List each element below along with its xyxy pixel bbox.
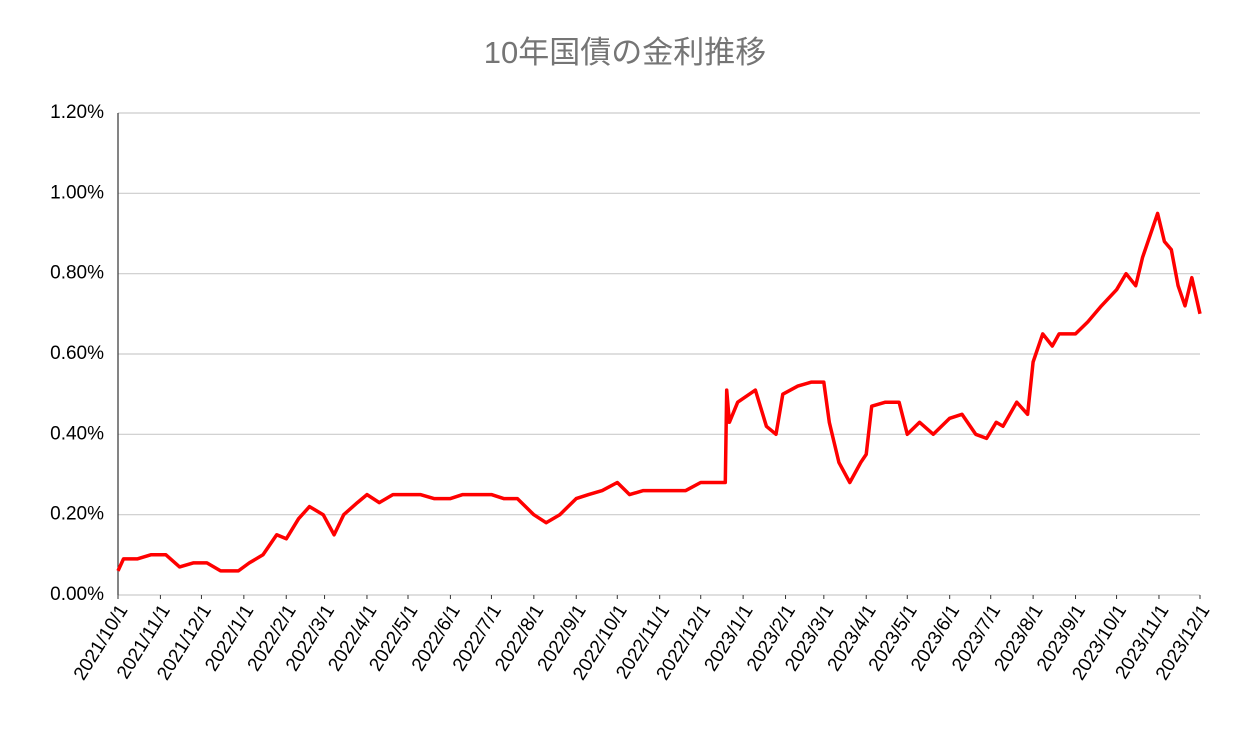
- y-tick-label: 0.00%: [50, 584, 104, 605]
- y-tick-label: 1.00%: [50, 182, 104, 203]
- line-series: [116, 211, 1202, 573]
- y-tick-label: 0.40%: [50, 423, 104, 444]
- y-tick-label: 0.80%: [50, 263, 104, 284]
- y-tick-label: 0.60%: [50, 343, 104, 364]
- y-tick-label: 1.20%: [50, 102, 104, 123]
- y-tick-label: 0.20%: [50, 504, 104, 525]
- chart-title: 10年国債の金利推移: [484, 35, 766, 70]
